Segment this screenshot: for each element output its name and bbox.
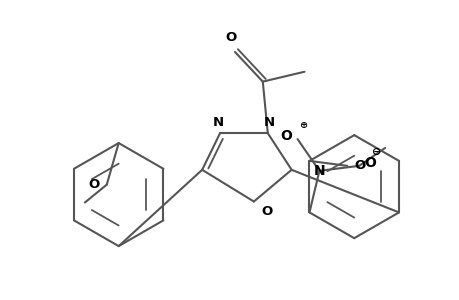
Text: N: N xyxy=(263,116,275,129)
Text: O: O xyxy=(88,178,100,191)
Text: O: O xyxy=(280,129,292,143)
Text: ⊖: ⊖ xyxy=(372,147,381,157)
Text: O: O xyxy=(225,31,236,44)
Text: N: N xyxy=(212,116,223,129)
Text: O: O xyxy=(353,159,364,172)
Text: N: N xyxy=(313,164,325,178)
Text: O: O xyxy=(261,206,273,218)
Text: ⊕: ⊕ xyxy=(299,120,307,130)
Text: O: O xyxy=(364,156,375,170)
